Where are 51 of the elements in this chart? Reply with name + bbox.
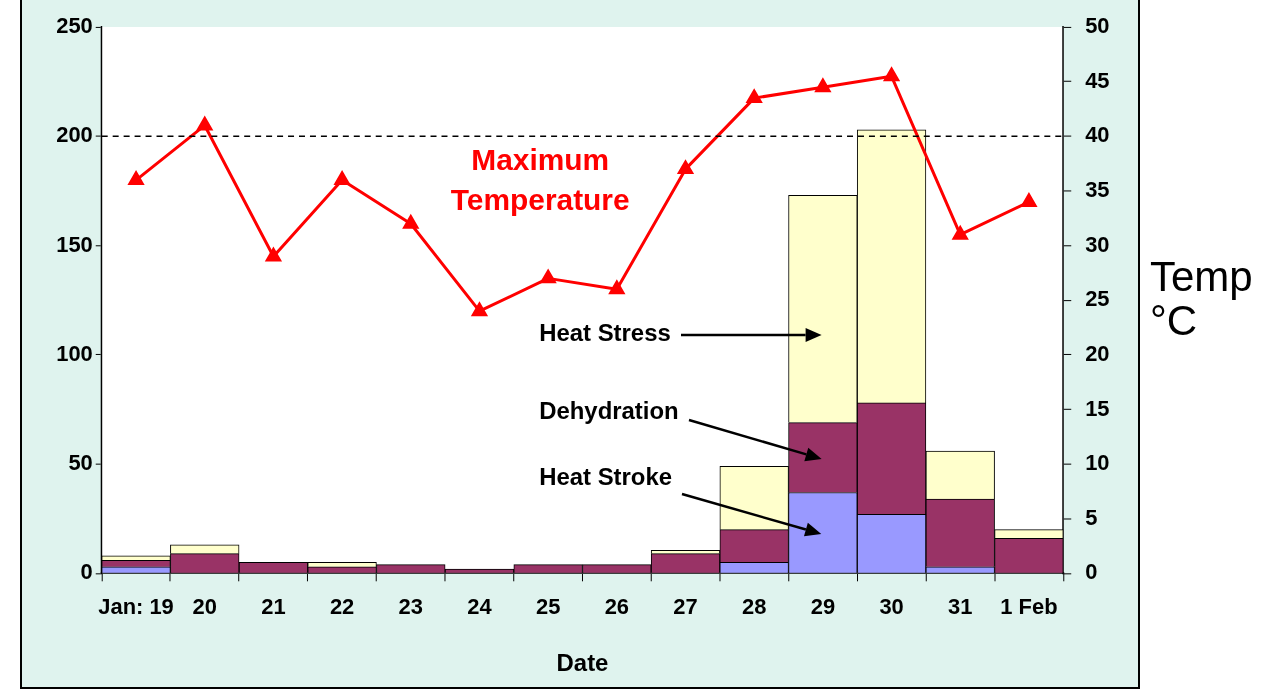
point	[471, 302, 488, 317]
y-tick-label: 50	[68, 450, 93, 476]
x-tick-label: 25	[535, 594, 561, 620]
x-tick-label: 26	[604, 594, 630, 620]
text: Dehydration	[539, 397, 679, 425]
point	[265, 248, 281, 262]
point	[609, 280, 625, 295]
x-tick-label: 30	[879, 594, 904, 620]
y2-tick-label: 25	[1085, 286, 1110, 312]
point	[128, 171, 144, 186]
y-tick-label: 0	[80, 559, 93, 585]
x-tick-label: 29	[810, 594, 836, 620]
y2-tick-label: 10	[1085, 450, 1110, 476]
point	[197, 116, 213, 131]
y-tick-label: 100	[56, 340, 93, 366]
y2-tick-label: 40	[1085, 122, 1110, 148]
y2-tick-label: 5	[1085, 504, 1098, 530]
x-tick-label: 31	[948, 594, 973, 620]
x-tick-label: 20	[192, 594, 217, 620]
y2-tick-label: 15	[1085, 395, 1110, 421]
point	[952, 226, 968, 240]
point	[334, 171, 350, 186]
y2-tick-label: 45	[1085, 67, 1110, 93]
y2-tick-label: 20	[1085, 340, 1110, 366]
x-tick-label: 28	[742, 594, 767, 620]
y-tick-label: 200	[56, 122, 93, 148]
text: Heat Stress	[539, 318, 671, 346]
text: Heat Stroke	[539, 463, 673, 491]
x-tick-label: 24	[467, 594, 493, 620]
point	[540, 269, 556, 284]
x-tick-label: 27	[673, 594, 698, 620]
y2-tick-label: 30	[1085, 231, 1110, 257]
y2-tick-label: 35	[1085, 177, 1110, 203]
point	[815, 78, 831, 93]
x-tick-label: 22	[329, 594, 355, 620]
y2-tick-label: 50	[1085, 13, 1110, 39]
point	[746, 89, 762, 104]
point	[884, 67, 900, 82]
y-tick-label: 150	[56, 231, 93, 257]
x-axis-title: Date	[556, 649, 609, 677]
y-tick-label: 250	[56, 13, 93, 39]
x-tick-label: 21	[261, 594, 286, 620]
x-tick-label: 1 Feb	[1000, 594, 1058, 620]
x-tick-label: Jan: 19	[98, 594, 174, 620]
point	[1021, 193, 1037, 207]
point	[403, 215, 419, 229]
y2-tick-label: 0	[1085, 559, 1098, 585]
series-label: Maximum Temperature	[450, 142, 630, 216]
point	[677, 160, 694, 175]
x-tick-label: 23	[398, 594, 423, 620]
y2-axis-title: Temp °C	[1150, 253, 1254, 344]
